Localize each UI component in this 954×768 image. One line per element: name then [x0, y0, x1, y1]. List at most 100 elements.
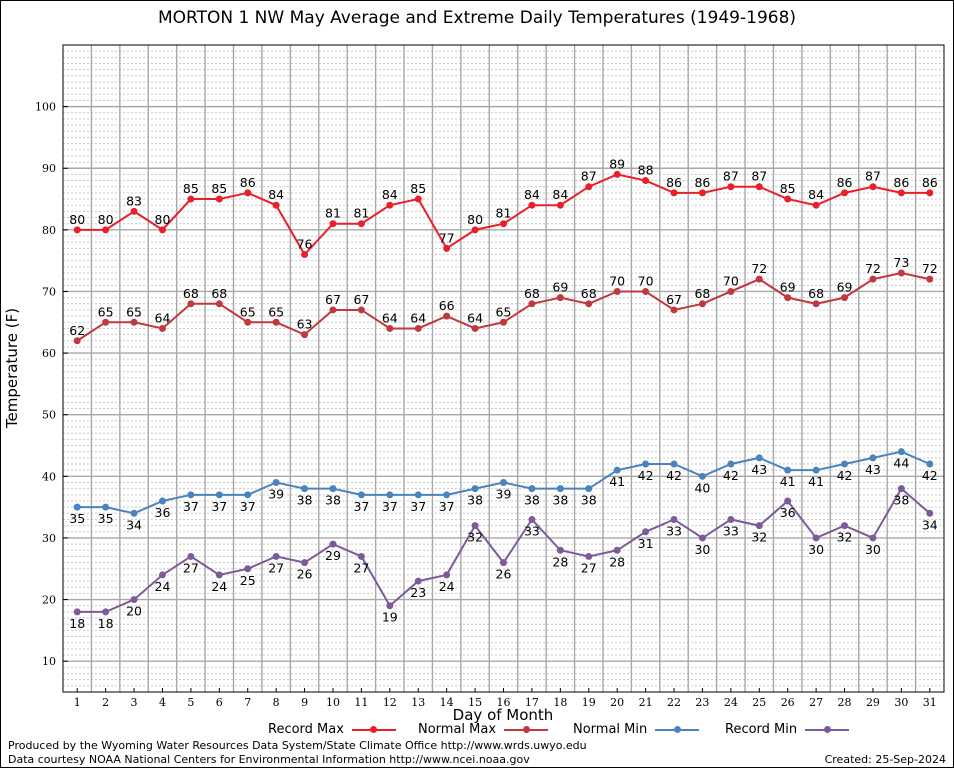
record-max-point	[272, 201, 280, 209]
normal-min-point	[642, 460, 650, 468]
normal-max-data-label: 65	[496, 304, 512, 319]
y-tick-label: 70	[42, 285, 56, 298]
record-max-data-label: 76	[297, 237, 313, 252]
x-tick-label: 20	[610, 696, 624, 709]
record-max-data-label: 86	[666, 175, 682, 190]
x-tick-label: 28	[838, 696, 852, 709]
x-tick-label: 7	[244, 696, 251, 709]
normal-max-data-label: 69	[837, 280, 853, 295]
record-min-point	[727, 515, 735, 523]
normal-min-data-label: 41	[808, 474, 824, 489]
normal-max-point	[784, 294, 792, 302]
normal-max-point	[471, 324, 479, 332]
normal-min-point	[585, 485, 593, 493]
x-tick-label: 2	[102, 696, 109, 709]
normal-min-point	[812, 466, 820, 474]
normal-min-data-label: 35	[69, 511, 85, 526]
record-min-point	[272, 552, 280, 560]
normal-max-point	[329, 306, 337, 314]
record-min-point	[102, 608, 110, 616]
normal-min-data-label: 43	[865, 462, 881, 477]
record-min-data-label: 26	[297, 567, 313, 582]
x-tick-label: 26	[781, 696, 795, 709]
normal-min-data-label: 40	[694, 480, 710, 495]
record-max-point	[187, 195, 195, 203]
record-min-point	[698, 534, 706, 542]
normal-max-point	[755, 275, 763, 283]
normal-min-data-label: 39	[496, 486, 512, 501]
normal-min-data-label: 41	[609, 474, 625, 489]
normal-min-point	[556, 485, 564, 493]
normal-min-point	[670, 460, 678, 468]
record-min-data-label: 32	[751, 530, 767, 545]
record-min-point	[556, 546, 564, 554]
record-max-data-label: 80	[467, 212, 483, 227]
record-max-data-label: 84	[268, 187, 284, 202]
record-max-data-label: 86	[837, 175, 853, 190]
record-min-data-label: 18	[98, 616, 114, 631]
record-max-point	[357, 220, 365, 228]
normal-max-data-label: 73	[893, 255, 909, 270]
x-tick-label: 12	[383, 696, 397, 709]
record-min-data-label: 30	[808, 542, 824, 557]
credit-producer: Produced by the Wyoming Water Resources …	[8, 739, 587, 752]
record-max-point	[585, 183, 593, 191]
normal-max-point	[926, 275, 934, 283]
legend: Record Max Normal Max Normal Min Record Min	[0, 721, 954, 739]
normal-min-data-label: 38	[552, 493, 568, 508]
normal-min-data-label: 41	[780, 474, 796, 489]
normal-min-point	[784, 466, 792, 474]
normal-max-point	[613, 287, 621, 295]
normal-max-data-label: 65	[268, 304, 284, 319]
normal-max-point	[130, 318, 138, 326]
record-min-point	[613, 546, 621, 554]
y-tick-label: 90	[42, 162, 56, 175]
normal-max-data-label: 66	[439, 298, 455, 313]
legend-swatch-marker	[522, 726, 530, 733]
record-max-point	[755, 183, 763, 191]
normal-min-point	[869, 454, 877, 462]
normal-max-point	[414, 324, 422, 332]
x-axis-label: Day of Month	[452, 706, 554, 724]
normal-min-point	[357, 491, 365, 499]
y-tick-label: 30	[42, 532, 56, 545]
normal-max-data-label: 64	[382, 310, 398, 325]
normal-min-point	[301, 485, 309, 493]
record-min-data-label: 19	[382, 610, 398, 625]
normal-max-data-label: 68	[183, 286, 199, 301]
normal-min-data-label: 38	[325, 493, 341, 508]
normal-min-data-label: 44	[893, 456, 909, 471]
record-max-data-label: 86	[893, 175, 909, 190]
record-max-data-label: 77	[439, 230, 455, 245]
record-min-point	[869, 534, 877, 542]
normal-max-data-label: 65	[126, 304, 142, 319]
record-max-data-label: 80	[98, 212, 114, 227]
record-min-data-label: 24	[155, 579, 171, 594]
record-min-data-label: 26	[496, 567, 512, 582]
plot-area	[63, 45, 944, 692]
normal-max-data-label: 67	[353, 292, 369, 307]
record-min-point	[642, 528, 650, 536]
record-min-data-label: 36	[780, 505, 796, 520]
record-max-data-label: 86	[922, 175, 938, 190]
normal-min-data-label: 42	[666, 468, 682, 483]
record-max-data-label: 84	[524, 187, 540, 202]
record-min-point	[926, 509, 934, 517]
record-max-point	[727, 183, 735, 191]
normal-max-point	[841, 294, 849, 302]
record-max-point	[698, 189, 706, 197]
normal-min-data-label: 37	[353, 499, 369, 514]
record-max-data-label: 84	[808, 187, 824, 202]
x-tick-label: 18	[553, 696, 567, 709]
legend-swatch-marker	[673, 726, 681, 733]
record-max-point	[329, 220, 337, 228]
record-min-data-label: 27	[268, 560, 284, 575]
record-max-point	[500, 220, 507, 228]
record-min-data-label: 33	[524, 523, 540, 538]
normal-min-point	[698, 472, 706, 480]
credit-data-source: Data courtesy NOAA National Centers for …	[8, 753, 530, 766]
normal-min-data-label: 38	[467, 493, 483, 508]
record-min-point	[357, 552, 365, 560]
normal-min-data-label: 37	[183, 499, 199, 514]
